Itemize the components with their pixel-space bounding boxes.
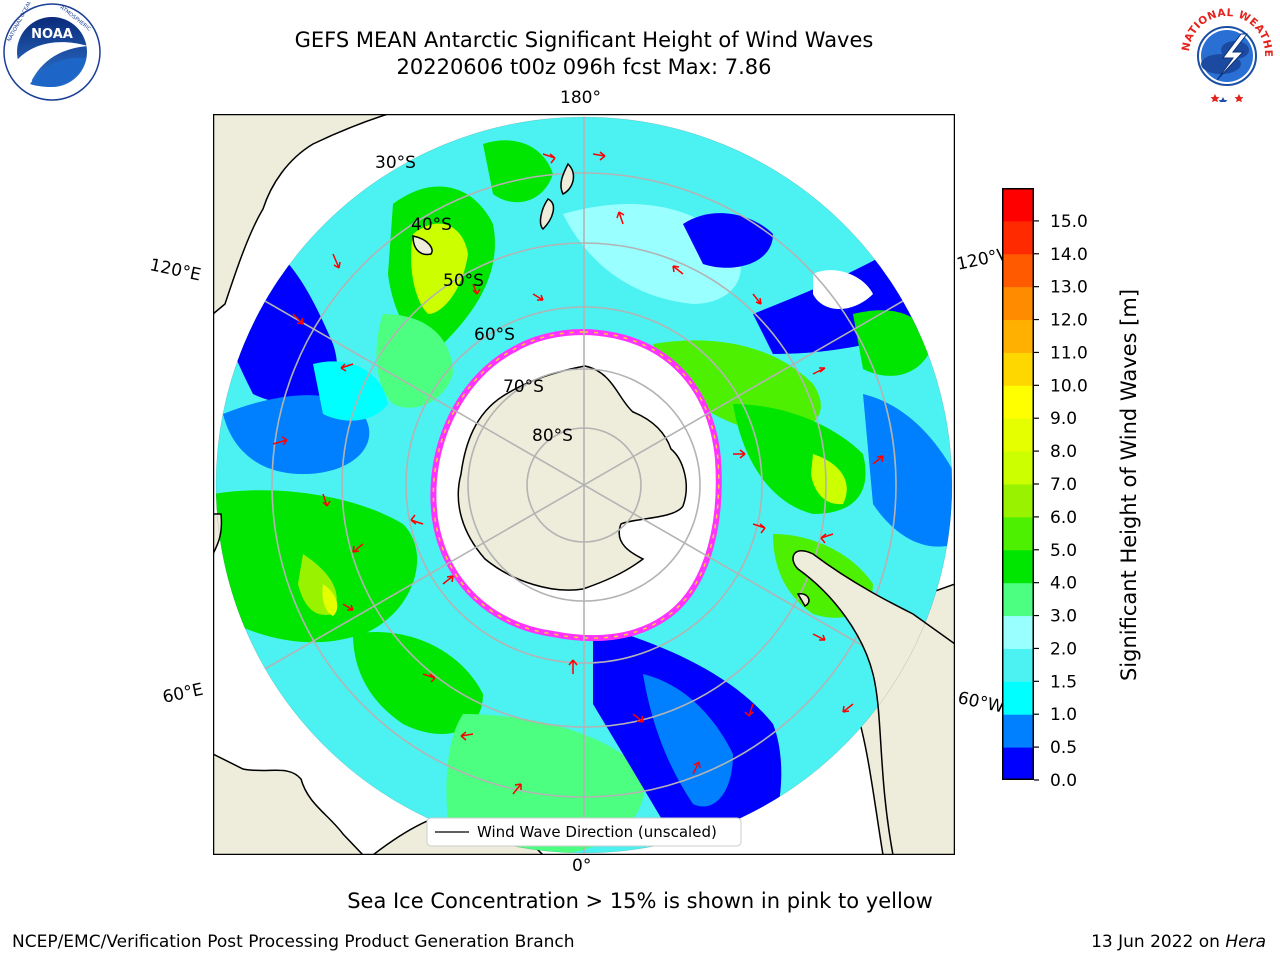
colorbar-tick-label: 1.5	[1050, 672, 1077, 692]
colorbar-tick-label: 9.0	[1050, 409, 1077, 429]
lat-label-50s: 50°S	[443, 271, 484, 291]
chart-subtitle: 20220606 t00z 096h fcst Max: 7.86	[396, 55, 772, 79]
colorbar-tick-label: 1.0	[1050, 705, 1077, 725]
colorbar-tick-label: 14.0	[1050, 245, 1088, 265]
colorbar-segment	[1002, 319, 1034, 353]
colorbar-segment	[1002, 385, 1034, 419]
colorbar-tick-label: 15.0	[1050, 212, 1088, 232]
colorbar-tick-label: 10.0	[1050, 376, 1088, 396]
footer-credit: NCEP/EMC/Verification Post Processing Pr…	[12, 932, 575, 952]
colorbar-segment	[1002, 253, 1034, 288]
colorbar-tick-label: 2.0	[1050, 639, 1077, 659]
colorbar-tick-label: 12.0	[1050, 311, 1088, 331]
colorbar-tick-label: 0.5	[1050, 738, 1077, 758]
lat-label-60s: 60°S	[474, 325, 515, 345]
colorbar	[1002, 188, 1034, 780]
footer-date-text: 13 Jun 2022 on	[1091, 932, 1226, 952]
polar-map: 30°S 40°S 50°S 60°S 70°S 80°S Wind Wave …	[213, 114, 955, 855]
latitude-labels: 30°S 40°S 50°S 60°S 70°S 80°S	[375, 153, 573, 446]
colorbar-tick-label: 6.0	[1050, 508, 1077, 528]
land-inside	[213, 162, 955, 855]
footer-host: Hera	[1225, 932, 1266, 952]
colorbar-segment	[1002, 681, 1034, 715]
graticule	[216, 117, 952, 853]
colorbar-tick-label: 13.0	[1050, 278, 1088, 298]
noaa-logo: NOAA NATIONAL OCEANIC ATMOSPHERIC	[3, 2, 101, 101]
colorbar-segment	[1002, 714, 1034, 748]
lon-label-60e: 60°E	[160, 679, 206, 708]
colorbar-segment	[1002, 451, 1034, 485]
lat-label-40s: 40°S	[411, 215, 452, 235]
footer-date: 13 Jun 2022 on Hera	[1091, 932, 1266, 952]
colorbar-segment	[1002, 582, 1034, 617]
colorbar-label: Significant Height of Wind Waves [m]	[1117, 288, 1141, 682]
noaa-wordmark: NOAA	[31, 27, 73, 42]
colorbar-segment	[1002, 747, 1034, 780]
colorbar-segment	[1002, 188, 1034, 222]
colorbar-ticks: 0.0 0.5 1.0 1.5 2.0 3.0 4.0 5.0 6.0 7.0 8.0 9.0 10.0…	[1034, 212, 1088, 790]
colorbar-segment	[1002, 286, 1034, 321]
map-legend: Wind Wave Direction (unscaled)	[426, 817, 742, 847]
colorbar-tick-label: 4.0	[1050, 574, 1077, 594]
wind-wave-arrows	[272, 151, 884, 795]
colorbar-segment	[1002, 615, 1034, 649]
lat-label-30s: 30°S	[375, 153, 416, 173]
colorbar-tick-label: 8.0	[1050, 442, 1077, 462]
legend-label: Wind Wave Direction (unscaled)	[477, 823, 717, 841]
colorbar-segment	[1002, 484, 1034, 518]
lon-label-0: 0°	[572, 856, 592, 876]
colorbar-segment	[1002, 418, 1034, 452]
lon-label-60w: 60°W	[955, 688, 1007, 718]
chart-title: GEFS MEAN Antarctic Significant Height o…	[294, 28, 874, 52]
lon-label-180: 180°	[560, 88, 601, 108]
colorbar-tick-label: 11.0	[1050, 343, 1088, 363]
lat-label-80s: 80°S	[532, 426, 573, 446]
colorbar-segment	[1002, 220, 1034, 255]
colorbar-tick-label: 3.0	[1050, 607, 1077, 627]
colorbar-tick-label: 5.0	[1050, 541, 1077, 561]
colorbar-segment	[1002, 549, 1034, 584]
colorbar-segment	[1002, 516, 1034, 551]
colorbar-tick-label: 7.0	[1050, 475, 1077, 495]
colorbar-segment	[1002, 352, 1034, 386]
colorbar-tick-label: 0.0	[1050, 771, 1077, 790]
nws-logo: NATIONAL WEATHER SERVICE	[1176, 2, 1274, 102]
colorbar-border	[1002, 188, 1034, 780]
colorbar-segment	[1002, 648, 1034, 682]
lon-label-120e: 120°E	[147, 255, 203, 286]
lat-label-70s: 70°S	[503, 377, 544, 397]
sea-ice-note: Sea Ice Concentration > 15% is shown in …	[347, 889, 933, 913]
